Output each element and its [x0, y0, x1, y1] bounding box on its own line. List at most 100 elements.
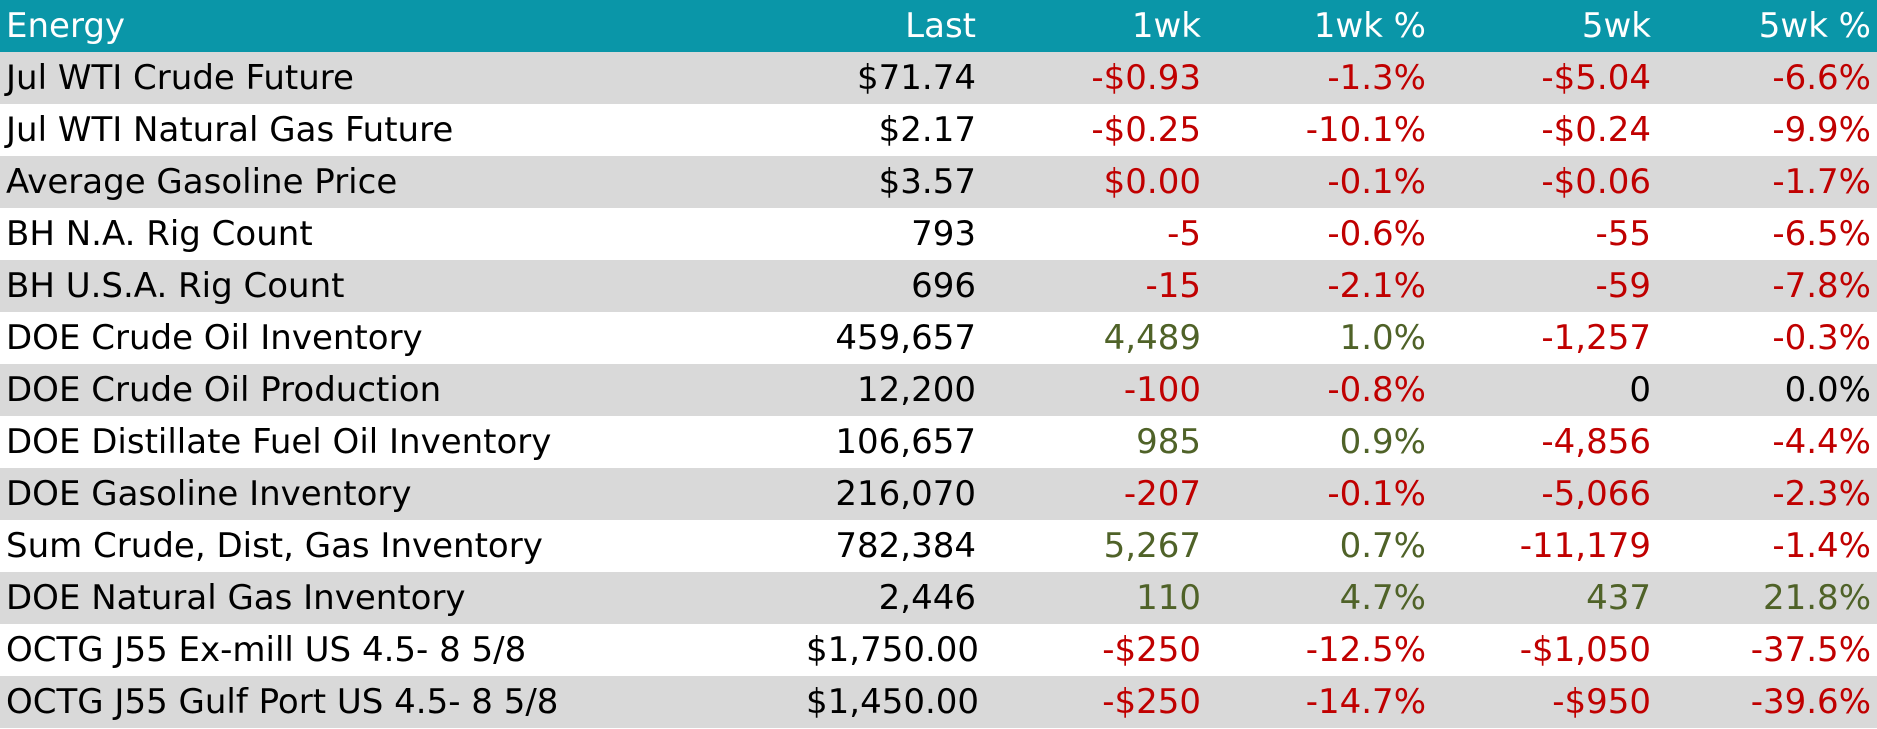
cell-last: 696 [911, 266, 976, 306]
cell-5wk-pct: -7.8% [1772, 266, 1871, 306]
table-row: DOE Natural Gas Inventory 2,446 110 4.7% 437… [0, 572, 1877, 624]
cell-1wk-pct: -0.1% [1327, 162, 1426, 202]
cell-5wk: 0 [1629, 370, 1651, 410]
table-row: BH U.S.A. Rig Count 696 -15 -2.1% -59 -7.8% [0, 260, 1877, 312]
table-row: DOE Crude Oil Inventory 459,657 4,489 1.0% -… [0, 312, 1877, 364]
cell-last: $3.57 [878, 162, 976, 202]
cell-5wk-pct: 21.8% [1762, 578, 1871, 618]
table-header-row: Energy Last 1wk 1wk % 5wk 5wk % [0, 0, 1877, 52]
cell-name: OCTG J55 Gulf Port US 4.5- 8 5/8 [6, 682, 559, 722]
header-last: Last [905, 6, 976, 46]
cell-1wk: -$0.25 [1091, 110, 1201, 150]
table-row: Sum Crude, Dist, Gas Inventory 782,384 5,2… [0, 520, 1877, 572]
cell-1wk-pct: -0.1% [1327, 474, 1426, 514]
cell-5wk: -$950 [1552, 682, 1651, 722]
cell-1wk-pct: -10.1% [1305, 110, 1426, 150]
cell-5wk-pct: 0.0% [1784, 370, 1871, 410]
cell-5wk: -$0.24 [1541, 110, 1651, 150]
cell-last: 2,446 [878, 578, 976, 618]
cell-5wk-pct: -0.3% [1772, 318, 1871, 358]
cell-5wk: -55 [1595, 214, 1651, 254]
cell-1wk-pct: -2.1% [1327, 266, 1426, 306]
cell-last: 793 [911, 214, 976, 254]
table-body: Jul WTI Crude Future $71.74 -$0.93 -1.3% -$5… [0, 52, 1877, 728]
cell-last: 106,657 [835, 422, 976, 462]
header-energy: Energy [6, 6, 126, 46]
cell-1wk-pct: 0.7% [1339, 526, 1426, 566]
cell-1wk: -$0.93 [1091, 58, 1201, 98]
header-1wk: 1wk [1131, 6, 1201, 46]
cell-last: $2.17 [878, 110, 976, 150]
cell-1wk: -100 [1123, 370, 1201, 410]
table-row: Jul WTI Crude Future $71.74 -$0.93 -1.3% -$5… [0, 52, 1877, 104]
cell-last: $1,450.00 [806, 682, 980, 722]
cell-1wk-pct: -12.5% [1305, 630, 1426, 670]
cell-name: DOE Distillate Fuel Oil Inventory [6, 422, 552, 462]
cell-name: DOE Gasoline Inventory [6, 474, 412, 514]
cell-1wk: 985 [1136, 422, 1201, 462]
cell-1wk-pct: 4.7% [1339, 578, 1426, 618]
cell-name: DOE Crude Oil Production [6, 370, 442, 410]
cell-1wk: -207 [1123, 474, 1201, 514]
cell-5wk: -$5.04 [1541, 58, 1651, 98]
cell-name: BH U.S.A. Rig Count [6, 266, 345, 306]
cell-1wk-pct: -1.3% [1327, 58, 1426, 98]
table-row: DOE Gasoline Inventory 216,070 -207 -0.1% -5… [0, 468, 1877, 520]
cell-5wk: -1,257 [1541, 318, 1651, 358]
cell-1wk-pct: 1.0% [1339, 318, 1426, 358]
table-row: Average Gasoline Price $3.57 $0.00 -0.1% -$0… [0, 156, 1877, 208]
cell-last: 459,657 [835, 318, 976, 358]
cell-name: BH N.A. Rig Count [6, 214, 313, 254]
cell-5wk-pct: -39.6% [1750, 682, 1871, 722]
table-row: OCTG J55 Ex-mill US 4.5- 8 5/8 $1,750.00 -… [0, 624, 1877, 676]
cell-1wk: -$250 [1102, 682, 1201, 722]
cell-last: $71.74 [857, 58, 976, 98]
cell-1wk: -15 [1145, 266, 1201, 306]
cell-5wk: -$1,050 [1519, 630, 1651, 670]
cell-last: $1,750.00 [806, 630, 980, 670]
table-row: BH N.A. Rig Count 793 -5 -0.6% -55 -6.5% [0, 208, 1877, 260]
cell-5wk: -59 [1595, 266, 1651, 306]
cell-5wk-pct: -37.5% [1750, 630, 1871, 670]
header-1wk-pct: 1wk % [1313, 6, 1426, 46]
cell-1wk: 4,489 [1103, 318, 1201, 358]
table-row: Jul WTI Natural Gas Future $2.17 -$0.25 -10… [0, 104, 1877, 156]
cell-5wk-pct: -6.5% [1772, 214, 1871, 254]
cell-last: 216,070 [835, 474, 976, 514]
cell-5wk-pct: -6.6% [1772, 58, 1871, 98]
header-5wk-pct: 5wk % [1758, 6, 1871, 46]
cell-last: 782,384 [835, 526, 976, 566]
cell-5wk-pct: -1.7% [1772, 162, 1871, 202]
cell-name: DOE Natural Gas Inventory [6, 578, 466, 618]
cell-name: Jul WTI Crude Future [6, 58, 354, 98]
cell-name: Average Gasoline Price [6, 162, 398, 202]
cell-1wk-pct: 0.9% [1339, 422, 1426, 462]
table-row: OCTG J55 Gulf Port US 4.5- 8 5/8 $1,450.0… [0, 676, 1877, 728]
cell-5wk: -4,856 [1541, 422, 1651, 462]
cell-5wk-pct: -9.9% [1772, 110, 1871, 150]
table-row: DOE Crude Oil Production 12,200 -100 -0.8% 0… [0, 364, 1877, 416]
cell-1wk-pct: -0.8% [1327, 370, 1426, 410]
cell-name: Jul WTI Natural Gas Future [6, 110, 454, 150]
cell-5wk: -11,179 [1519, 526, 1651, 566]
cell-name: DOE Crude Oil Inventory [6, 318, 423, 358]
header-5wk: 5wk [1581, 6, 1651, 46]
cell-5wk-pct: -2.3% [1772, 474, 1871, 514]
table-row: DOE Distillate Fuel Oil Inventory 106,657… [0, 416, 1877, 468]
cell-1wk: -$250 [1102, 630, 1201, 670]
cell-1wk-pct: -14.7% [1305, 682, 1426, 722]
cell-name: OCTG J55 Ex-mill US 4.5- 8 5/8 [6, 630, 527, 670]
cell-5wk: -$0.06 [1541, 162, 1651, 202]
cell-1wk: 5,267 [1103, 526, 1201, 566]
cell-5wk: -5,066 [1541, 474, 1651, 514]
cell-5wk: 437 [1586, 578, 1651, 618]
cell-1wk: -5 [1167, 214, 1201, 254]
cell-5wk-pct: -1.4% [1772, 526, 1871, 566]
cell-last: 12,200 [857, 370, 976, 410]
cell-name: Sum Crude, Dist, Gas Inventory [6, 526, 543, 566]
cell-1wk: $0.00 [1103, 162, 1201, 202]
cell-1wk: 110 [1136, 578, 1201, 618]
cell-1wk-pct: -0.6% [1327, 214, 1426, 254]
cell-5wk-pct: -4.4% [1772, 422, 1871, 462]
